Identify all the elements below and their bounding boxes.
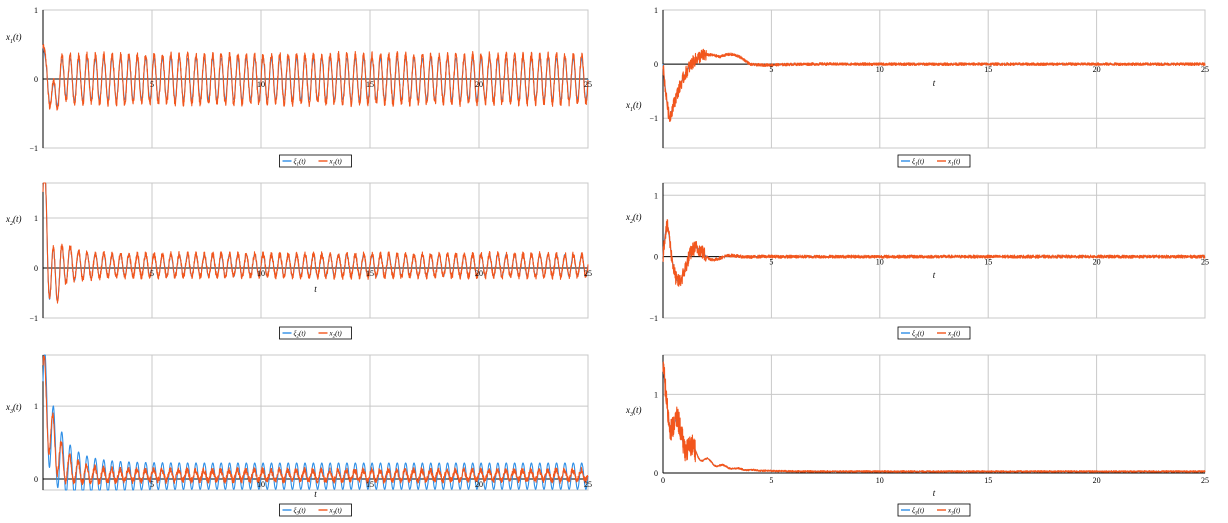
legend-entry: x3(t) [329, 507, 343, 517]
series-line-x [662, 361, 1206, 473]
legend-entry: x2(t) [947, 330, 961, 340]
legend-box [279, 154, 352, 168]
y-tick-label: −1 [29, 144, 38, 153]
x-axis-label: t [933, 488, 936, 498]
plot-frame [662, 182, 1206, 319]
x-tick-label: 10 [876, 476, 884, 485]
x-axis-label: t [314, 284, 317, 294]
x-tick-label: 0 [661, 476, 665, 485]
legend-entry: ξ1(t) [294, 158, 307, 168]
legend-box [897, 503, 971, 517]
y-axis-label: x3(t) [625, 405, 642, 418]
x-tick-label: 5 [769, 258, 773, 267]
x-tick-label: 10 [876, 258, 884, 267]
x-tick-label: 25 [584, 80, 592, 89]
legend-entry: ξ3(t) [294, 507, 307, 517]
y-axis-label: x1(t) [625, 100, 642, 113]
x-tick-label: 25 [1201, 65, 1209, 74]
chart-panel-left-1: 5 10 15 20 25 −1 0 1 x1(t) ξ1(t) x1(t) [5, 6, 592, 168]
x-tick-label: 10 [876, 65, 884, 74]
series-line-x [42, 355, 589, 486]
legend-entry: x1(t) [947, 158, 961, 168]
y-tick-label: 1 [34, 6, 38, 15]
y-tick-label: 1 [654, 6, 658, 15]
y-tick-label: 0 [654, 60, 658, 69]
x-axis-label: t [933, 270, 936, 280]
x-tick-label: 15 [984, 476, 992, 485]
y-tick-label: 0 [654, 253, 658, 262]
legend: ξ3(t) x3(t) [897, 503, 971, 517]
series-line-x [42, 182, 589, 304]
y-tick-label: 0 [34, 264, 38, 273]
legend-entry: ξ2(t) [912, 330, 925, 340]
chart-panel-right-2: 5 10 15 20 25 −1 0 1 x2(t) t ξ2(t) x2(t) [625, 182, 1209, 340]
y-axis-label: x1(t) [5, 32, 22, 45]
x-tick-label: 25 [1201, 476, 1209, 485]
legend-entry: ξ2(t) [294, 330, 307, 340]
y-tick-label: −1 [649, 314, 658, 323]
y-tick-label: 1 [654, 191, 658, 200]
x-tick-label: 15 [366, 480, 374, 489]
series-line-x [662, 48, 1206, 123]
legend: ξ3(t) x3(t) [279, 503, 352, 517]
x-tick-label: 15 [984, 258, 992, 267]
x-tick-label: 5 [769, 65, 773, 74]
y-tick-label: 0 [34, 475, 38, 484]
x-axis-label: t [314, 489, 317, 499]
legend-entry: ξ3(t) [912, 507, 925, 517]
x-tick-label: 20 [1093, 476, 1101, 485]
y-axis-label: x2(t) [5, 214, 22, 227]
plot-frame [662, 354, 1206, 474]
x-tick-label: 5 [150, 480, 154, 489]
legend: ξ1(t) x1(t) [279, 154, 352, 168]
x-tick-label: 10 [257, 80, 265, 89]
x-tick-label: 25 [584, 480, 592, 489]
x-tick-label: 20 [475, 269, 483, 278]
series-line-x [662, 219, 1206, 287]
y-tick-label: −1 [29, 314, 38, 323]
legend: ξ1(t) x1(t) [897, 154, 971, 168]
chart-panel-left-3: 5 10 15 20 25 0 1 x3(t) t ξ3(t) x3(t) [5, 354, 592, 517]
x-tick-label: 10 [257, 269, 265, 278]
x-tick-label: 25 [584, 269, 592, 278]
y-tick-label: 1 [34, 214, 38, 223]
x-tick-label: 5 [150, 269, 154, 278]
legend-box [279, 326, 352, 340]
plot-frame [42, 182, 589, 319]
x-axis-label: t [933, 78, 936, 88]
legend: ξ2(t) x2(t) [897, 326, 971, 340]
x-tick-label: 15 [366, 80, 374, 89]
x-tick-label: 20 [475, 480, 483, 489]
y-tick-label: 1 [34, 402, 38, 411]
x-tick-label: 20 [1093, 258, 1101, 267]
y-tick-label: −1 [649, 114, 658, 123]
legend-box [897, 326, 971, 340]
legend-box [279, 503, 352, 517]
legend-entry: x3(t) [947, 507, 961, 517]
x-tick-label: 25 [1201, 258, 1209, 267]
legend: ξ2(t) x2(t) [279, 326, 352, 340]
chart-panel-right-1: 5 10 15 20 25 −1 0 1 x1(t) t ξ1(t) x1(t) [625, 6, 1209, 168]
x-tick-label: 15 [366, 269, 374, 278]
x-tick-label: 20 [1093, 65, 1101, 74]
series-line-x [42, 43, 589, 111]
x-tick-label: 10 [257, 480, 265, 489]
chart-panel-right-3: 0 5 10 15 20 25 0 1 x3(t) t ξ3(t) x3(t) [625, 354, 1209, 517]
x-tick-label: 5 [769, 476, 773, 485]
y-axis-label: x2(t) [625, 212, 642, 225]
x-tick-label: 15 [984, 65, 992, 74]
legend-entry: x2(t) [329, 330, 343, 340]
legend-entry: ξ1(t) [912, 158, 925, 168]
y-tick-label: 0 [34, 75, 38, 84]
legend-box [897, 154, 971, 168]
y-axis-label: x3(t) [5, 402, 22, 415]
legend-entry: x1(t) [329, 158, 343, 168]
x-tick-label: 20 [475, 80, 483, 89]
chart-panel-left-2: 5 10 15 20 25 −1 0 1 x2(t) t ξ2(t) x2(t) [5, 182, 592, 340]
y-tick-label: 0 [654, 469, 658, 478]
x-tick-label: 5 [150, 80, 154, 89]
series-line-xi [662, 369, 1206, 472]
y-tick-label: 1 [654, 390, 658, 399]
